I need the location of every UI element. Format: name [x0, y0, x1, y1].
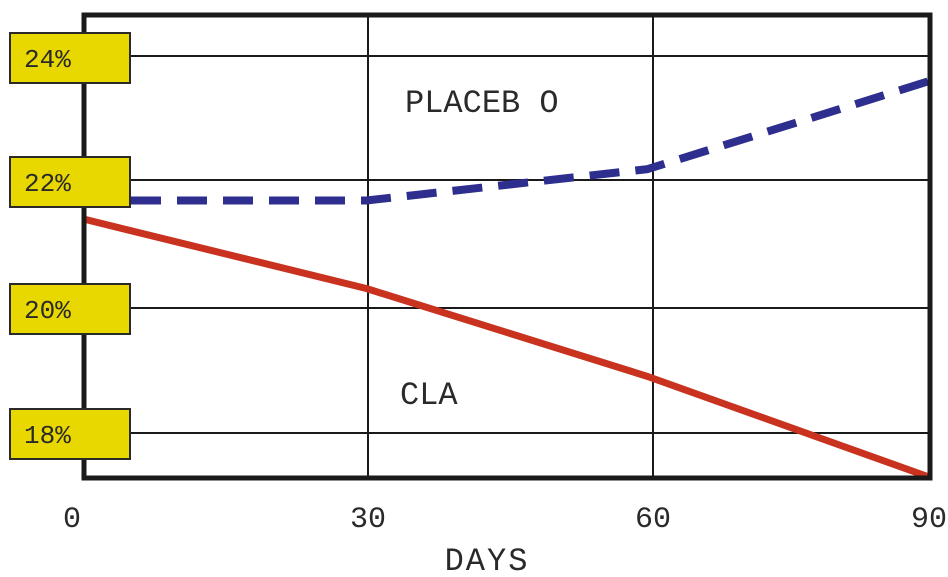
y-tick-18: 18%	[9, 408, 131, 460]
y-tick-badge-18	[9, 408, 131, 460]
y-tick-badge-20	[9, 283, 131, 335]
y-tick-24: 24%	[9, 32, 131, 84]
y-tick-label-24: 24%	[24, 45, 71, 75]
series-label-cla: CLA	[400, 377, 458, 414]
series-line-placebo	[85, 77, 931, 205]
x-tick-label-90: 90	[911, 503, 947, 537]
y-tick-20: 20%	[9, 283, 131, 335]
plot-frame	[81, 12, 933, 481]
x-tick-label-30: 30	[350, 503, 386, 537]
y-tick-label-22: 22%	[24, 169, 71, 199]
series-layer	[84, 77, 931, 481]
y-tick-badge-22	[9, 156, 131, 208]
y-tick-label-18: 18%	[24, 421, 71, 451]
y-tick-22: 22%	[9, 156, 131, 208]
x-tick-label-0: 0	[63, 503, 81, 537]
gridlines	[85, 15, 929, 478]
x-axis-title: DAYS	[445, 543, 530, 577]
x-tick-label-60: 60	[635, 503, 671, 537]
y-tick-label-20: 20%	[24, 296, 71, 326]
series-label-placebo: PLACEB O	[405, 85, 559, 122]
series-line-cla	[84, 216, 931, 481]
y-tick-badge-24	[9, 32, 131, 84]
